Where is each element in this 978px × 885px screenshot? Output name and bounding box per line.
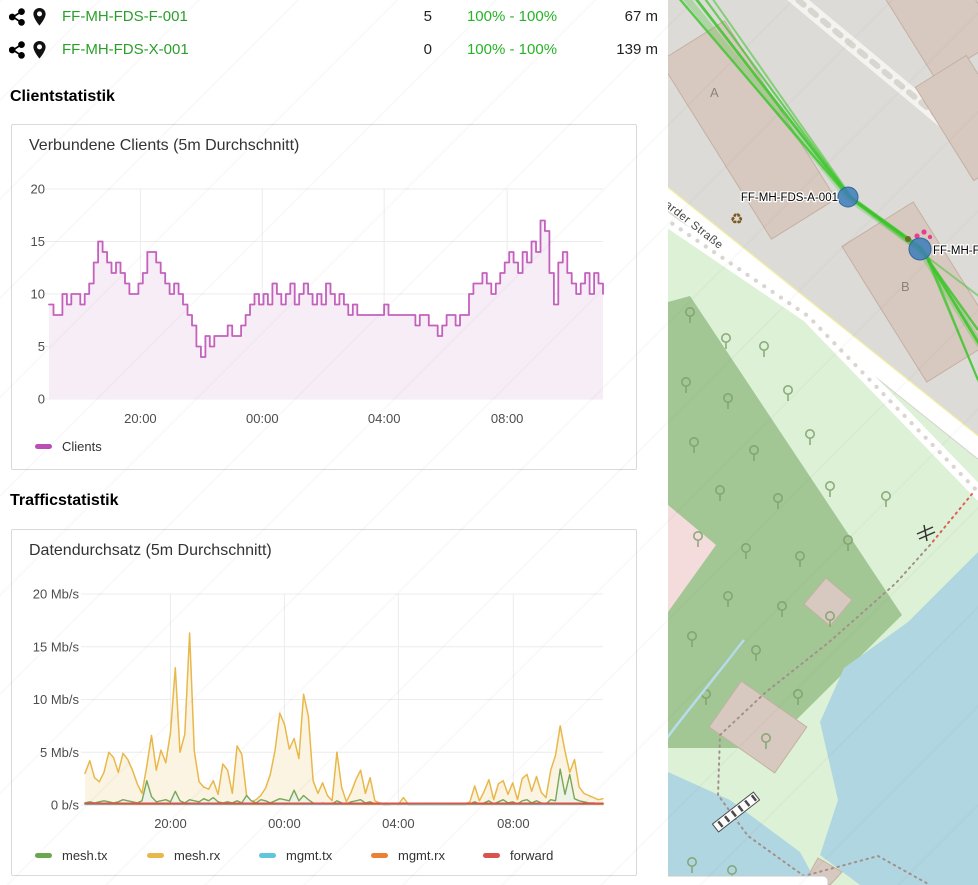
legend-swatch-mgmt-tx: [259, 853, 276, 858]
map-building-small-square: [803, 577, 853, 627]
link-distance: 139 m: [616, 41, 658, 58]
map-attribution-box: [668, 875, 829, 885]
legend-label: mgmt.rx: [398, 848, 445, 863]
legend-label: mesh.rx: [174, 848, 221, 863]
clients-chart: 20:00 00:00 04:00 08:00 0 5 10 15 20: [31, 182, 604, 426]
svg-text:0: 0: [38, 392, 45, 407]
map-pane[interactable]: FF-MH-FDS-A-001 FF-MH-FD A B arder Straß…: [668, 0, 978, 885]
traffic-chart-legend: mesh.tx mesh.rx mgmt.tx mgmt.rx forward: [35, 848, 595, 863]
legend-item: mgmt.tx: [259, 848, 371, 863]
svg-text:15 Mb/s: 15 Mb/s: [33, 639, 80, 654]
link-clients-count: 5: [423, 8, 432, 25]
map-stream: [668, 639, 745, 739]
node-label-b: FF-MH-FD: [933, 245, 978, 257]
legend-label: forward: [510, 848, 554, 863]
traffic-section-heading: Trafficstatistik: [10, 492, 119, 509]
legend-label: mgmt.tx: [286, 848, 333, 863]
svg-text:5: 5: [38, 339, 45, 354]
table-row: FF-MH-FDS-X-001 0 100% - 100% 139 m: [0, 33, 668, 66]
map-lake: [820, 552, 978, 885]
svg-text:08:00: 08:00: [491, 411, 524, 426]
clients-chart-card: 20:00 00:00 04:00 08:00 0 5 10 15 20 Verbundene …: [11, 124, 637, 470]
node-link[interactable]: FF-MH-FDS-X-001: [62, 41, 189, 58]
traffic-chart-title: Datendurchsatz (5m Durchschnitt): [29, 542, 272, 559]
node-marker-a[interactable]: [837, 186, 859, 208]
legend-swatch-clients: [35, 444, 52, 449]
clients-chart-legend: Clients: [35, 439, 147, 454]
svg-text:5 Mb/s: 5 Mb/s: [40, 745, 80, 760]
map-bridge: [711, 791, 761, 833]
node-link[interactable]: FF-MH-FDS-F-001: [62, 8, 188, 25]
legend-item: forward: [483, 848, 595, 863]
share-icon[interactable]: [9, 7, 25, 26]
clients-section-heading: Clientstatistik: [10, 88, 115, 105]
legend-swatch-mgmt-rx: [371, 853, 388, 858]
map-trees: [681, 307, 891, 881]
svg-text:0 b/s: 0 b/s: [51, 798, 80, 813]
mesh-link-lines: [678, 0, 978, 383]
map-pin-icon[interactable]: [33, 40, 46, 59]
svg-text:10: 10: [31, 287, 45, 302]
legend-swatch-forward: [483, 853, 500, 858]
legend-item: mgmt.rx: [371, 848, 483, 863]
traffic-chart-card: 20:00 00:00 04:00 08:00 0 b/s 5 Mb/s 10 Mb/s 15…: [11, 529, 637, 876]
svg-text:20 Mb/s: 20 Mb/s: [33, 587, 80, 602]
legend-label: mesh.tx: [62, 848, 108, 863]
svg-text:08:00: 08:00: [497, 816, 530, 831]
map-trail-red: [929, 493, 973, 546]
table-row: FF-MH-FDS-F-001 5 100% - 100% 67 m: [0, 0, 668, 33]
building-label-b: B: [901, 279, 910, 294]
link-clients-count: 0: [423, 41, 432, 58]
map-pink-area: [668, 505, 716, 612]
map-gate-icon: [916, 524, 936, 542]
svg-text:00:00: 00:00: [246, 411, 279, 426]
map-building-topright: [871, 0, 978, 182]
map-wood-area: [668, 296, 902, 748]
svg-text:10 Mb/s: 10 Mb/s: [33, 692, 80, 707]
link-quality: 100% - 100%: [466, 8, 558, 25]
legend-swatch-mesh-rx: [147, 853, 164, 858]
building-label-a: A: [710, 85, 719, 100]
node-marker-b[interactable]: [908, 237, 932, 261]
link-quality: 100% - 100%: [466, 41, 558, 58]
left-column: FF-MH-FDS-F-001 5 100% - 100% 67 m FF-MH…: [0, 0, 668, 876]
legend-swatch-mesh-tx: [35, 853, 52, 858]
svg-text:20:00: 20:00: [154, 816, 187, 831]
svg-text:15: 15: [31, 234, 45, 249]
legend-item: Clients: [35, 439, 147, 454]
map-pin-icon[interactable]: [33, 7, 46, 26]
svg-text:20: 20: [31, 182, 45, 197]
svg-text:04:00: 04:00: [382, 816, 415, 831]
clients-chart-title: Verbundene Clients (5m Durchschnitt): [29, 137, 300, 154]
svg-text:00:00: 00:00: [268, 816, 301, 831]
traffic-chart: 20:00 00:00 04:00 08:00 0 b/s 5 Mb/s 10 Mb/s 15…: [33, 587, 604, 831]
legend-item: mesh.tx: [35, 848, 147, 863]
map-poi-dots: [905, 229, 933, 242]
share-icon[interactable]: [9, 40, 25, 59]
node-label-a: FF-MH-FDS-A-001: [741, 192, 838, 204]
legend-label: Clients: [62, 439, 102, 454]
recycling-icon: ♻: [730, 211, 743, 228]
map-footpath: [668, 212, 978, 501]
map-building-a: [668, 20, 837, 240]
links-table: FF-MH-FDS-F-001 5 100% - 100% 67 m FF-MH…: [0, 0, 668, 66]
legend-item: mesh.rx: [147, 848, 259, 863]
svg-text:04:00: 04:00: [368, 411, 401, 426]
map-trail-dotted: [716, 544, 931, 885]
link-distance: 67 m: [624, 8, 658, 25]
svg-text:20:00: 20:00: [124, 411, 157, 426]
